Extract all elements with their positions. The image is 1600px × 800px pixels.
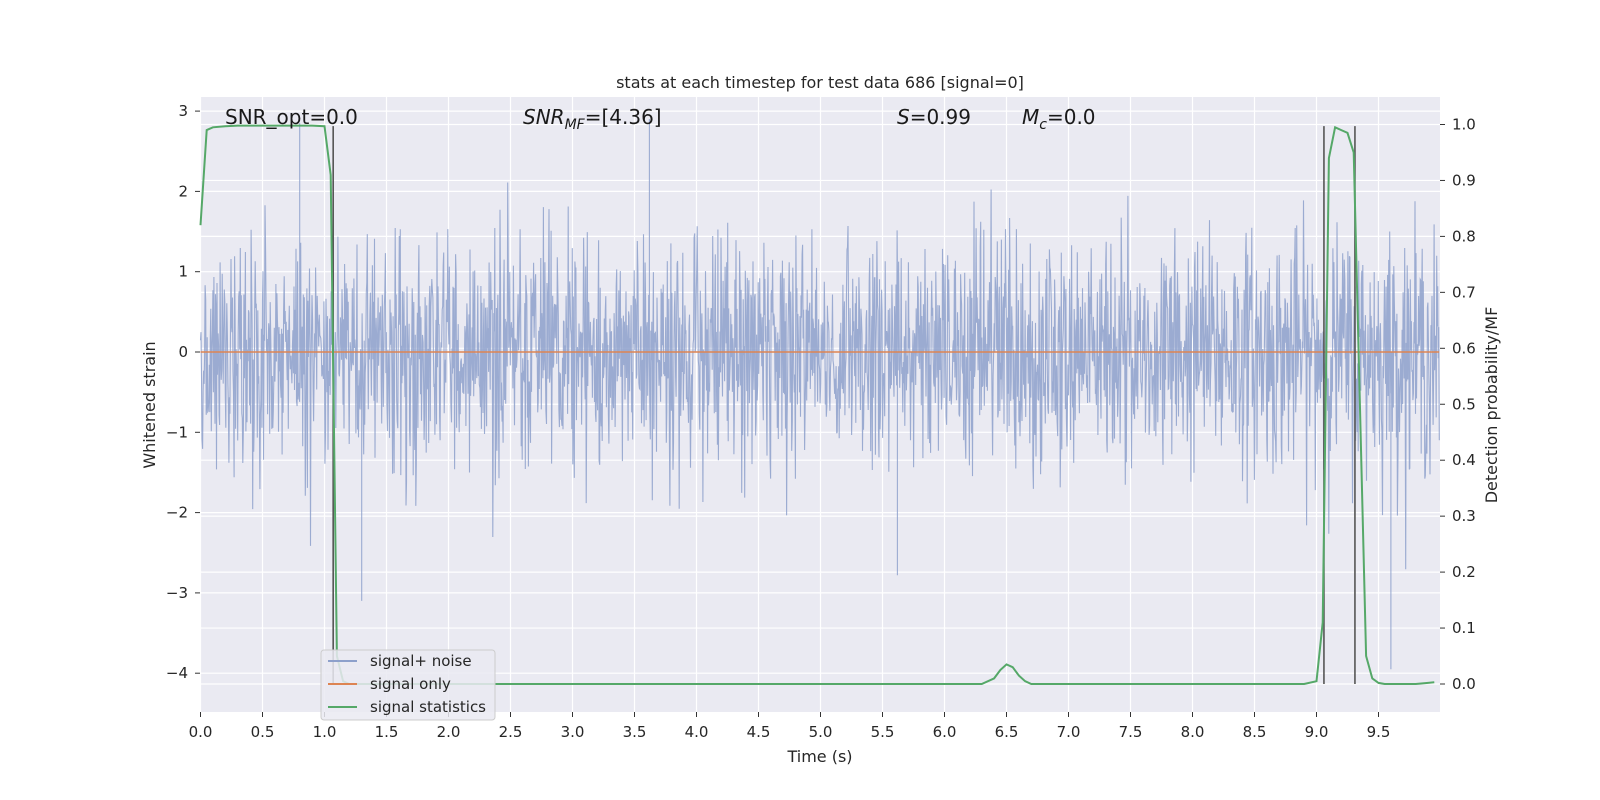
x-tick-label: 6.5 — [995, 723, 1019, 741]
annotation-snr-mf-symbol: SNR — [523, 105, 565, 129]
legend-label-signal-plus-noise: signal+ noise — [370, 652, 472, 670]
x-tick-label: 7.5 — [1119, 723, 1143, 741]
x-tick-label: 5.5 — [871, 723, 895, 741]
x-tick-label: 6.0 — [933, 723, 957, 741]
annotation-mc-symbol: M — [1022, 105, 1039, 129]
y2-tick-label: 0.8 — [1452, 227, 1476, 245]
legend-box — [320, 649, 496, 721]
x-axis-label: Time (s) — [786, 747, 852, 766]
axes: 0.0 0.5 1.0 1.5 2.0 2.5 3.0 3.5 4.0 4.5 5.0 5.5 6.0 6… — [166, 102, 1476, 741]
x-tick-label: 2.5 — [499, 723, 523, 741]
x-tick-label: 8.0 — [1181, 723, 1205, 741]
x-tick-label: 3.5 — [623, 723, 647, 741]
y2-tick-label: 0.9 — [1452, 171, 1476, 189]
x-tick-label: 8.5 — [1243, 723, 1267, 741]
x-tick-label: 1.0 — [313, 723, 337, 741]
annotation-s: S=0.99 — [897, 105, 971, 129]
y-tick-label: 3 — [178, 102, 188, 120]
y2-tick-label: 0.7 — [1452, 283, 1476, 301]
y-tick-label: −1 — [166, 423, 188, 441]
x-tick-label: 0.5 — [251, 723, 275, 741]
y2-tick-label: 0.5 — [1452, 395, 1476, 413]
annotation-mc-subscript: c — [1039, 117, 1047, 133]
x-tick-label: 1.5 — [375, 723, 399, 741]
y2-tick-label: 0.2 — [1452, 563, 1476, 581]
y-axis-label: Whitened strain — [140, 341, 159, 468]
y-tick-label: −3 — [166, 584, 188, 602]
legend-label-signal-statistics: signal statistics — [370, 698, 486, 716]
annotation-mc: Mc=0.0 — [1022, 105, 1096, 133]
legend: signal+ noise signal only signal statist… — [320, 649, 496, 721]
legend-label-signal-only: signal only — [370, 675, 451, 693]
y2-axis-label: Detection probability/MF — [1482, 307, 1501, 504]
x-tick-label: 2.0 — [437, 723, 461, 741]
annotation-snr-mf-subscript: MF — [565, 117, 586, 133]
x-tick-label: 4.5 — [747, 723, 771, 741]
y2-tick-label: 0.0 — [1452, 675, 1476, 693]
x-tick-label: 5.0 — [809, 723, 833, 741]
y-tick-label: 1 — [178, 263, 188, 281]
annotation-s-value: =0.99 — [910, 105, 971, 129]
y-tick-label: −4 — [166, 664, 188, 682]
x-tick-label: 4.0 — [685, 723, 709, 741]
y2-tick-label: 0.4 — [1452, 451, 1476, 469]
series-layer — [199, 124, 1440, 685]
chart-title: stats at each timestep for test data 686… — [616, 73, 1024, 92]
signal-plus-noise-line — [199, 119, 1440, 670]
x-tick-label: 0.0 — [189, 723, 213, 741]
y2-tick-label: 0.3 — [1452, 507, 1476, 525]
annotation-mc-value: =0.0 — [1047, 105, 1096, 129]
x-tick-label: 7.0 — [1057, 723, 1081, 741]
x-tick-label: 9.0 — [1305, 723, 1329, 741]
series-signal-plus-noise — [199, 119, 1440, 670]
y2-tick-label: 0.6 — [1452, 339, 1476, 357]
annotation-s-symbol: S — [897, 105, 910, 129]
y2-tick-label: 0.1 — [1452, 619, 1476, 637]
signal-statistics-line — [199, 124, 1435, 685]
y-tick-label: 2 — [178, 182, 188, 200]
annotation-snr-mf: SNRMF=[4.36] — [523, 105, 662, 133]
y-tick-label: 0 — [178, 343, 188, 361]
annotation-snr-opt: SNR_opt=0.0 — [225, 105, 358, 129]
y-tick-label: −2 — [166, 504, 188, 522]
x-tick-label: 9.5 — [1367, 723, 1391, 741]
x-tick-label: 3.0 — [561, 723, 585, 741]
annotation-snr-mf-value: =[4.36] — [585, 105, 662, 129]
y2-tick-label: 1.0 — [1452, 116, 1476, 134]
